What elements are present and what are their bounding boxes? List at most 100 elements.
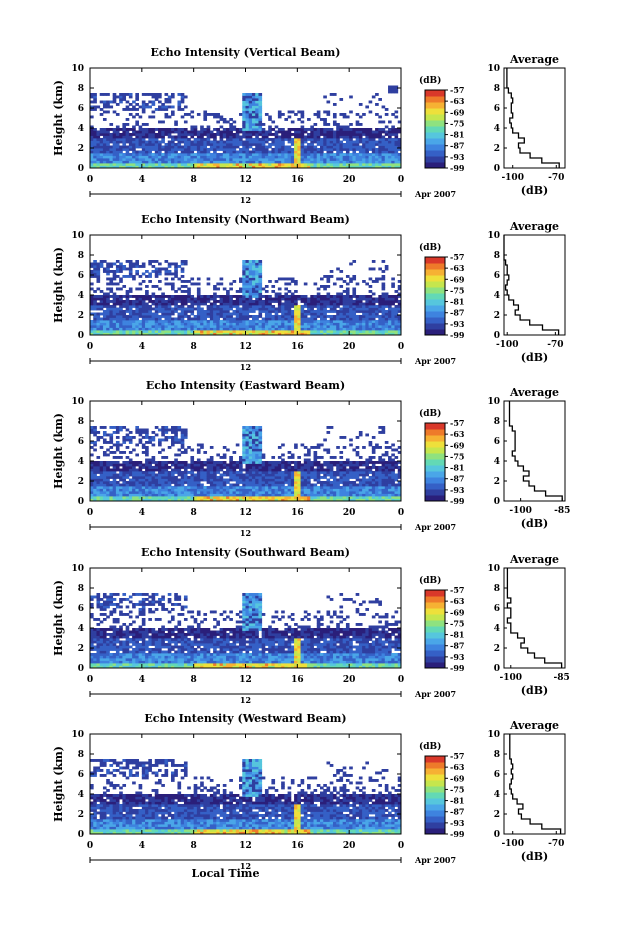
heatmap-cell [323,138,327,141]
heatmap-cell [177,105,182,109]
heatmap-cell [235,320,240,323]
heatmap-cell [174,272,178,276]
heatmap-cell [102,312,107,316]
heatmap-cell [274,476,279,479]
heatmap-cell [300,165,305,169]
heatmap-cell [145,468,149,472]
heatmap-cell [206,332,211,336]
heatmap-cell [349,300,353,303]
colorbar-tick-label: -93 [450,152,465,162]
heatmap-cell [180,320,185,323]
heatmap-cell [122,93,127,96]
heatmap-cell [339,125,344,129]
heatmap-cell [261,461,266,464]
heatmap-cell [316,295,321,298]
heatmap-cell [99,138,104,141]
heatmap-cell [164,270,169,273]
heatmap-cell [125,160,130,164]
heatmap-cell [229,488,233,492]
heatmap-cell [245,300,250,303]
heatmap-cell [109,270,114,273]
heatmap-cell [180,275,185,278]
heatmap-cell [255,302,259,306]
heatmap-cell [264,332,269,336]
heatmap-cell [271,330,276,333]
heatmap-cell [128,163,133,166]
heatmap-cell [242,458,246,462]
heatmap-cell [170,110,175,114]
colorbar-band [425,305,445,312]
heatmap-cell [132,498,136,502]
heatmap-cell [203,330,208,333]
heatmap-cell [90,330,94,333]
heatmap-cell [329,330,334,333]
heatmap-cell [258,297,263,301]
heatmap-cell [294,300,298,303]
heatmap-cell [258,100,263,104]
heatmap-cell [174,453,178,457]
heatmap-cell [255,433,259,437]
heatmap-cell [167,105,172,109]
heatmap-cell [355,155,360,159]
heatmap-cell [180,428,185,432]
heatmap-cell [251,451,256,454]
heatmap-cell [384,138,389,141]
heatmap-cell [362,158,366,161]
heatmap-cell [290,133,295,136]
heatmap-cell [381,315,386,318]
heatmap-cell [307,145,311,149]
heatmap-cell [196,138,201,141]
heatmap-cell [251,325,256,328]
heatmap-cell [213,113,217,116]
heatmap-cell [206,310,211,313]
heatmap-cell [300,155,305,159]
heatmap-cell [316,292,321,296]
heatmap-cell [222,160,227,164]
heatmap-cell [320,148,324,151]
heatmap-cell [135,262,139,266]
heatmap-cell [242,438,246,442]
heatmap-cell [90,493,94,497]
heatmap-cell [209,476,214,479]
heatmap-cell [164,113,169,116]
heatmap-cell [106,270,110,273]
heatmap-cell [154,491,159,494]
heatmap-cell [297,158,301,161]
heatmap-cell [329,302,334,306]
heatmap-cell [180,260,185,263]
heatmap-cell [242,488,246,492]
heatmap-cell [128,322,133,326]
heatmap-cell [307,305,311,308]
heatmap-cell [180,115,185,119]
heatmap-cell [158,486,162,489]
heatmap-cell [167,282,172,286]
heatmap-cell [90,476,94,479]
heatmap-cell [90,428,94,432]
heatmap-cell [102,297,107,301]
heatmap-cell [138,330,143,333]
heatmap-cell [164,143,169,146]
heatmap-cell [381,277,386,281]
heatmap-cell [145,305,149,308]
heatmap-cell [216,287,220,291]
heatmap-cell [154,270,159,273]
heatmap-cell [161,330,165,333]
heatmap-cell [200,461,204,464]
heatmap-cell [323,133,327,136]
heatmap-cell [90,150,94,154]
heatmap-cell [90,312,94,316]
heatmap-cell [307,302,311,306]
heatmap-cell [122,143,127,146]
heatmap-cell [384,150,389,154]
heatmap-cell [261,300,266,303]
heatmap-cell [145,150,149,154]
heatmap-cell [268,473,272,477]
heatmap-cell [271,300,276,303]
heatmap-cell [226,302,230,306]
heatmap-cell [271,466,276,469]
heatmap-cell [352,327,357,331]
heatmap-cell [206,148,211,151]
heatmap-cell [355,302,360,306]
heatmap-cell [307,322,311,326]
heatmap-cell [102,158,107,161]
